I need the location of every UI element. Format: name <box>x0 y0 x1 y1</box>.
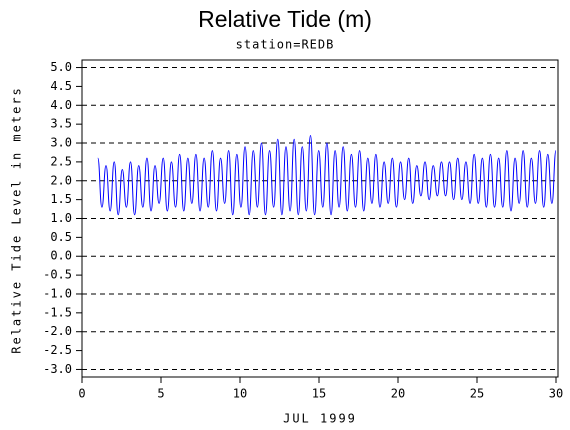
y-tick-label: -0.5 <box>43 268 72 282</box>
y-tick-label: -2.5 <box>43 343 72 357</box>
y-tick-label: -3.0 <box>43 362 72 376</box>
y-axis-label: Relative Tide Level in meters <box>10 86 24 354</box>
tide-line <box>97 134 557 216</box>
y-tick-label: 1.5 <box>50 192 72 206</box>
x-tick-label: 0 <box>78 387 85 401</box>
y-tick-label: 3.5 <box>50 117 72 131</box>
y-tick-label: 1.0 <box>50 211 72 225</box>
y-tick-label: 2.5 <box>50 154 72 168</box>
x-tick-label: 30 <box>549 387 563 401</box>
x-tick-label: 5 <box>157 387 164 401</box>
x-tick-label: 10 <box>233 387 247 401</box>
y-tick-label: 4.0 <box>50 98 72 112</box>
y-tick-label: 3.0 <box>50 136 72 150</box>
y-tick-label: 5.0 <box>50 60 72 74</box>
y-tick-label: 2.0 <box>50 173 72 187</box>
x-axis-label: JUL 1999 <box>283 412 357 426</box>
x-tick-label: 15 <box>312 387 326 401</box>
x-tick-label: 20 <box>391 387 405 401</box>
y-tick-label: -1.5 <box>43 305 72 319</box>
y-tick-label: -2.0 <box>43 324 72 338</box>
y-tick-label: 0.0 <box>50 249 72 263</box>
chart-subtitle: station=REDB <box>236 38 335 52</box>
chart-title: Relative Tide (m) <box>198 6 372 32</box>
y-tick-label: -1.0 <box>43 286 72 300</box>
y-tick-label: 0.5 <box>50 230 72 244</box>
y-tick-label: 4.5 <box>50 79 72 93</box>
x-tick-label: 25 <box>470 387 484 401</box>
